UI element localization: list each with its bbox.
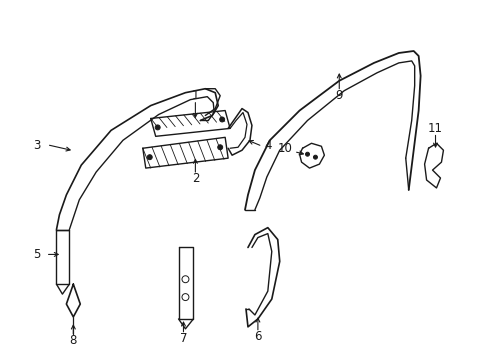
Text: 4: 4 <box>264 139 271 152</box>
Text: 9: 9 <box>335 89 342 102</box>
Text: 7: 7 <box>180 332 187 345</box>
Text: 3: 3 <box>33 139 40 152</box>
Circle shape <box>155 125 160 130</box>
Circle shape <box>305 152 309 156</box>
Text: 10: 10 <box>277 142 291 155</box>
Circle shape <box>219 117 224 122</box>
Text: 5: 5 <box>33 248 40 261</box>
Text: 2: 2 <box>191 171 199 185</box>
Text: 1: 1 <box>191 89 199 102</box>
Circle shape <box>147 155 152 159</box>
Text: 8: 8 <box>69 334 77 347</box>
Circle shape <box>313 155 317 159</box>
Text: 11: 11 <box>427 122 442 135</box>
Circle shape <box>217 145 222 150</box>
Text: 6: 6 <box>254 330 261 343</box>
